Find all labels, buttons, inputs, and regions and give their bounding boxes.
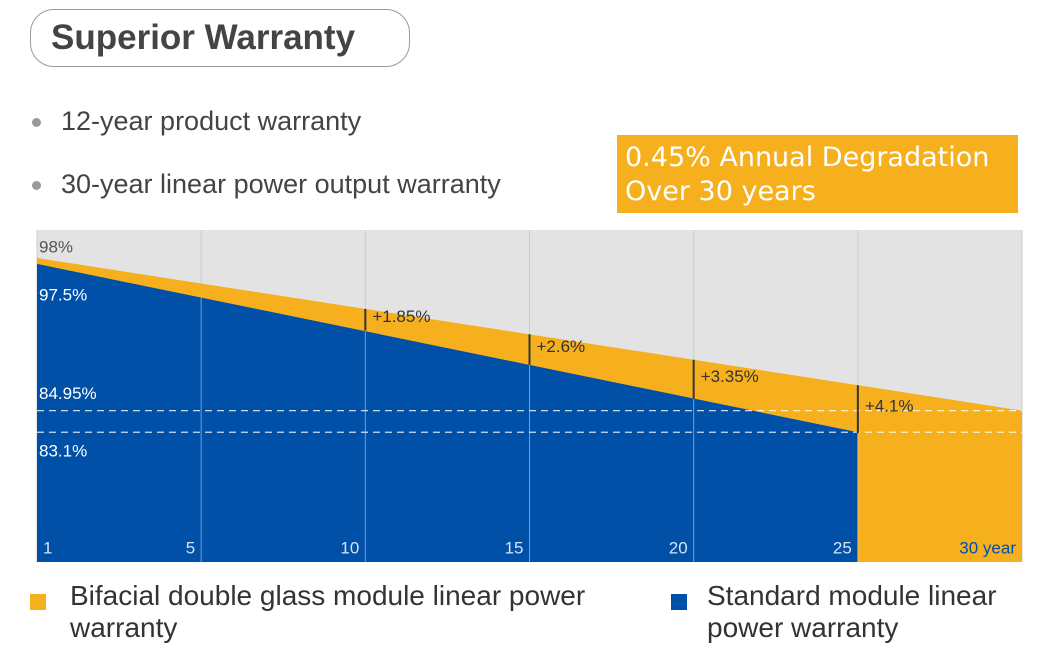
annotation-label: +2.6% (537, 337, 586, 356)
x-tick-label: 25 (833, 538, 852, 557)
annotation-label: +4.1% (865, 397, 914, 416)
legend-label: Standard module linear power warranty (707, 580, 997, 643)
callout: 0.45% Annual Degradation Over 30 years (617, 135, 1018, 213)
value-label: 97.5% (39, 285, 87, 304)
legend-label: Bifacial double glass module linear powe… (70, 580, 586, 643)
bullet: 30-year linear power output warranty (32, 169, 501, 200)
annotation-label: +3.35% (701, 367, 759, 386)
value-label: 83.1% (39, 442, 87, 461)
x-tick-label: 5 (186, 538, 195, 557)
x-tick-label: 1 (43, 538, 52, 557)
x-tick-label: 30 year (959, 538, 1016, 557)
legend-swatch (30, 594, 46, 610)
bullet: 12-year product warranty (32, 106, 361, 137)
title: Superior Warranty (30, 9, 410, 67)
x-tick-label: 15 (505, 538, 524, 557)
area (37, 263, 858, 562)
value-label: 98% (39, 238, 73, 257)
value-label: 84.95% (39, 384, 97, 403)
x-tick-label: 20 (669, 538, 688, 557)
annotation-label: +1.85% (372, 307, 430, 326)
legend-swatch (671, 594, 687, 610)
x-tick-label: 10 (340, 538, 359, 557)
callout-line: 0.45% Annual Degradation (625, 142, 990, 173)
callout-line: Over 30 years (625, 176, 816, 207)
